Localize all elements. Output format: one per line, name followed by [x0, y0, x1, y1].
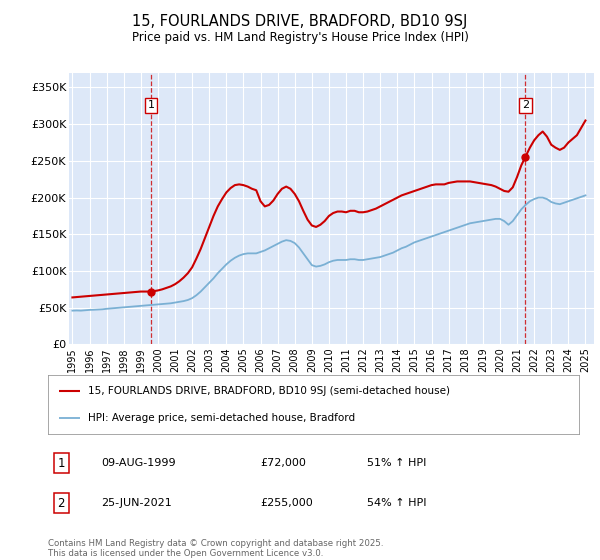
Text: 1: 1	[58, 457, 65, 470]
Text: 15, FOURLANDS DRIVE, BRADFORD, BD10 9SJ: 15, FOURLANDS DRIVE, BRADFORD, BD10 9SJ	[133, 14, 467, 29]
Text: 15, FOURLANDS DRIVE, BRADFORD, BD10 9SJ (semi-detached house): 15, FOURLANDS DRIVE, BRADFORD, BD10 9SJ …	[88, 386, 450, 396]
Text: £72,000: £72,000	[260, 458, 306, 468]
Text: £255,000: £255,000	[260, 498, 313, 508]
Text: Contains HM Land Registry data © Crown copyright and database right 2025.
This d: Contains HM Land Registry data © Crown c…	[48, 539, 383, 558]
Text: Price paid vs. HM Land Registry's House Price Index (HPI): Price paid vs. HM Land Registry's House …	[131, 31, 469, 44]
Text: 25-JUN-2021: 25-JUN-2021	[101, 498, 172, 508]
Text: HPI: Average price, semi-detached house, Bradford: HPI: Average price, semi-detached house,…	[88, 413, 355, 423]
Text: 09-AUG-1999: 09-AUG-1999	[101, 458, 176, 468]
Text: 2: 2	[521, 100, 529, 110]
Text: 1: 1	[148, 100, 155, 110]
Text: 54% ↑ HPI: 54% ↑ HPI	[367, 498, 426, 508]
Text: 51% ↑ HPI: 51% ↑ HPI	[367, 458, 426, 468]
Text: 2: 2	[58, 497, 65, 510]
